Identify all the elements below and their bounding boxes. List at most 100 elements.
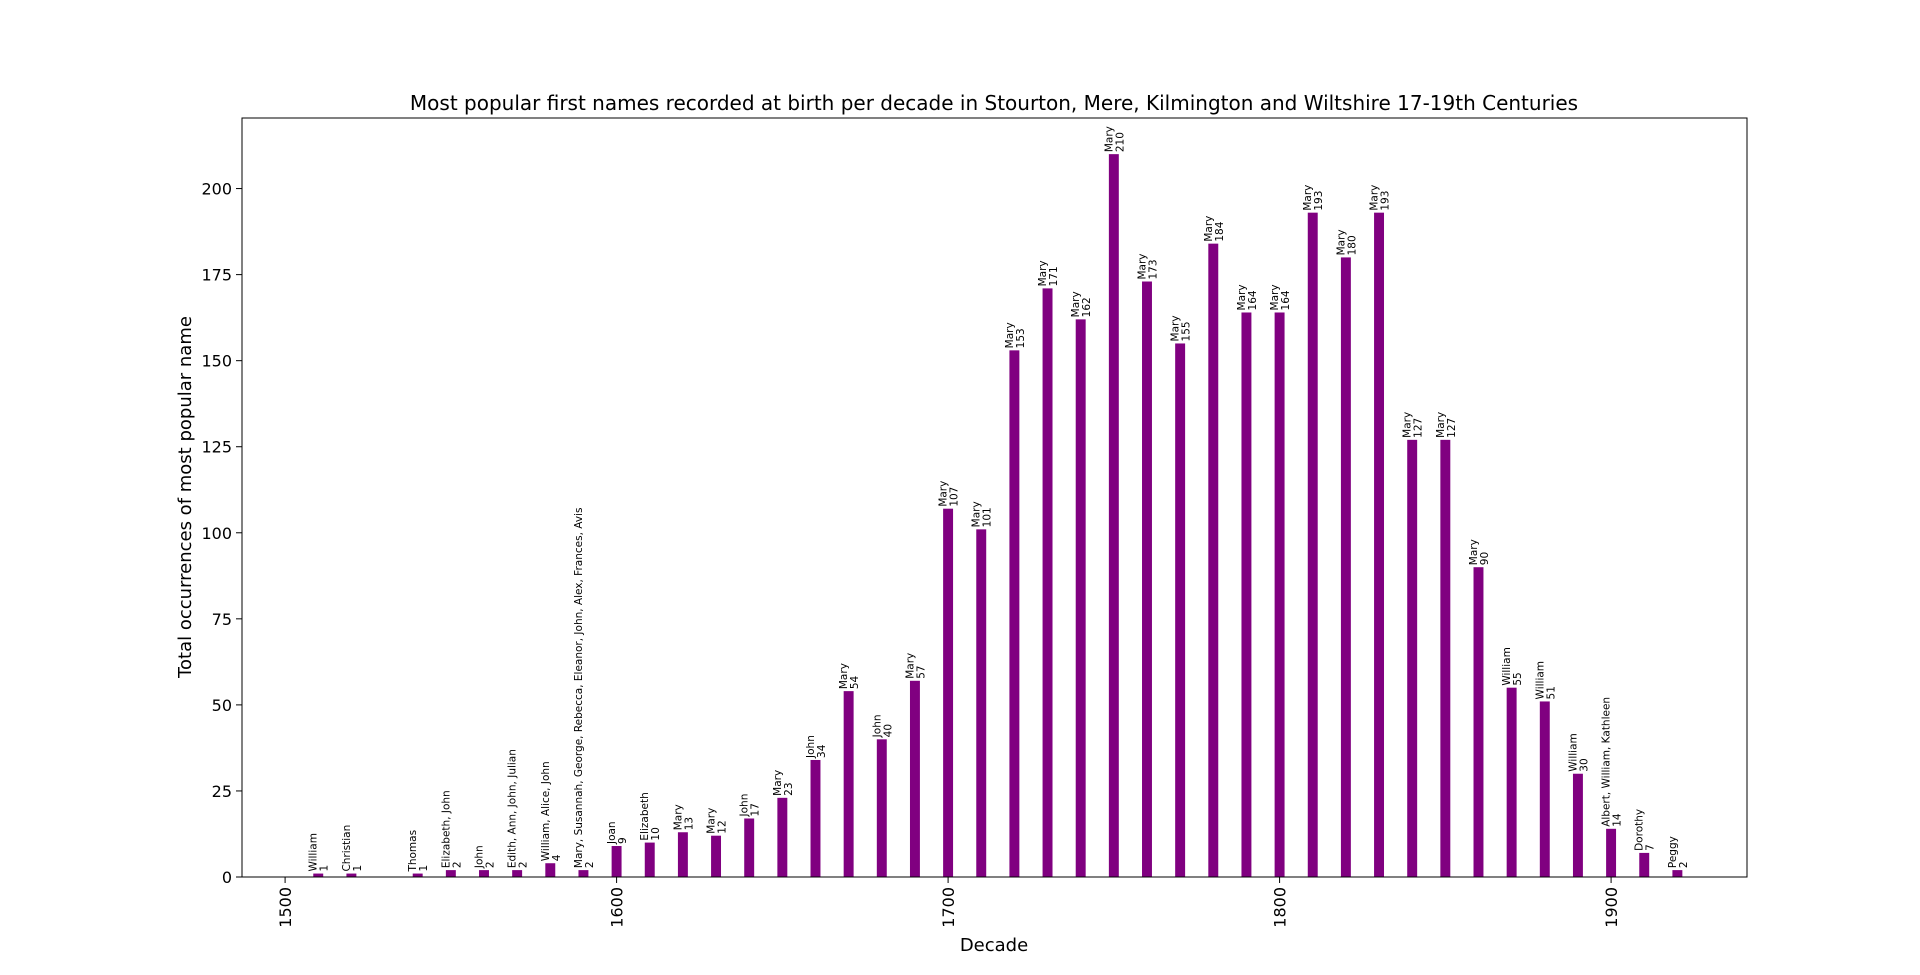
data-label-1610: Elizabeth10 xyxy=(639,792,662,840)
data-label-name: Mary xyxy=(1435,412,1447,438)
data-label-1870: William55 xyxy=(1501,647,1524,685)
bar-1740 xyxy=(1075,319,1086,878)
bar-1560 xyxy=(479,870,489,877)
bar-1900 xyxy=(1606,828,1617,877)
bar-1510 xyxy=(313,873,324,877)
data-label-count: 193 xyxy=(1313,191,1325,211)
data-label-count: 23 xyxy=(783,782,795,795)
data-label-1620: Mary13 xyxy=(672,804,695,830)
data-label-name: Mary, Susannah, George, Rebecca, Eleanor… xyxy=(573,508,585,869)
data-label-name: Mary xyxy=(1369,185,1381,211)
bar-1830 xyxy=(1374,212,1385,878)
data-label-name: John xyxy=(871,714,883,738)
data-label-count: 54 xyxy=(849,675,861,689)
plot-frame xyxy=(241,117,1748,878)
data-label-count: 2 xyxy=(518,861,530,868)
data-label-count: 184 xyxy=(1214,221,1226,241)
data-label-1540: Thomas1 xyxy=(407,830,430,873)
bar-1710 xyxy=(976,529,987,877)
data-label-count: 210 xyxy=(1114,132,1126,152)
data-label-name: Mary xyxy=(1136,253,1148,279)
data-label-count: 4 xyxy=(551,854,563,861)
bar-1590 xyxy=(578,870,589,877)
y-tick-label-150: 150 xyxy=(201,352,232,371)
data-label-count: 30 xyxy=(1578,758,1590,771)
data-label-name: Christian xyxy=(341,825,353,872)
data-label-count: 2 xyxy=(484,861,496,868)
bar-1670 xyxy=(843,691,854,877)
data-label-1690: Mary57 xyxy=(904,653,927,679)
data-label-name: Mary xyxy=(838,663,850,689)
bar-1540 xyxy=(412,873,423,877)
y-tick-label-75: 75 xyxy=(212,610,232,629)
data-label-1910: Dorothy7 xyxy=(1634,809,1657,851)
bar-1620 xyxy=(677,832,688,877)
data-label-count: 155 xyxy=(1181,321,1193,341)
y-axis-label: Total occurrences of most popular name xyxy=(175,316,196,679)
bar-1790 xyxy=(1241,312,1252,877)
data-label-count: 162 xyxy=(1081,297,1093,317)
data-label-1880: William51 xyxy=(1534,661,1557,699)
data-label-count: 1 xyxy=(418,865,430,872)
data-label-count: 13 xyxy=(683,817,695,830)
bar-1600 xyxy=(611,846,622,877)
bar-1720 xyxy=(1009,350,1020,877)
data-label-1700: Mary107 xyxy=(938,481,961,507)
data-label-1570: Edith, Ann, John, Julian2 xyxy=(507,749,530,868)
bar-1850 xyxy=(1440,439,1451,877)
data-label-name: Mary xyxy=(1402,412,1414,438)
bar-1610 xyxy=(644,842,655,877)
data-label-name: Mary xyxy=(1037,260,1049,286)
x-axis-label: Decade xyxy=(960,935,1028,956)
data-label-1850: Mary127 xyxy=(1435,412,1458,438)
data-label-count: 7 xyxy=(1645,844,1657,851)
data-label-1770: Mary155 xyxy=(1170,315,1193,341)
data-label-name: John xyxy=(805,735,817,759)
data-label-1890: William30 xyxy=(1567,733,1590,771)
data-label-count: 12 xyxy=(717,820,729,833)
data-label-1860: Mary90 xyxy=(1468,539,1491,565)
data-label-name: Mary xyxy=(1269,284,1281,310)
data-label-name: Elizabeth xyxy=(639,792,651,840)
data-label-1760: Mary173 xyxy=(1136,253,1159,279)
data-label-1800: Mary164 xyxy=(1269,284,1292,310)
data-label-count: 2 xyxy=(1678,861,1690,868)
data-label-1510: William1 xyxy=(308,833,331,871)
data-label-1830: Mary193 xyxy=(1369,185,1392,211)
data-label-count: 1 xyxy=(352,865,364,872)
data-label-count: 17 xyxy=(750,803,762,816)
bar-1700 xyxy=(943,508,954,877)
data-label-1670: Mary54 xyxy=(838,663,861,689)
bar-1910 xyxy=(1639,852,1650,877)
bar-1730 xyxy=(1042,288,1053,877)
data-label-1810: Mary193 xyxy=(1302,185,1325,211)
data-label-count: 9 xyxy=(617,837,629,844)
x-tick-label-1500: 1500 xyxy=(276,887,295,928)
data-label-1660: John34 xyxy=(805,735,828,759)
data-label-1710: Mary101 xyxy=(971,501,994,527)
data-label-name: William xyxy=(308,833,320,871)
data-label-name: Mary xyxy=(904,653,916,679)
data-label-name: Mary xyxy=(672,804,684,830)
data-label-count: 101 xyxy=(982,507,994,527)
data-label-1560: John2 xyxy=(473,845,496,869)
x-tick-label-1700: 1700 xyxy=(939,887,958,928)
data-label-name: Mary xyxy=(772,770,784,796)
data-label-1580: William, Alice, John4 xyxy=(540,761,563,861)
data-label-count: 51 xyxy=(1545,686,1557,699)
data-label-name: Mary xyxy=(1103,126,1115,152)
bar-1640 xyxy=(744,818,755,877)
data-label-name: Mary xyxy=(1236,284,1248,310)
bar-1750 xyxy=(1108,154,1119,878)
data-label-1550: Elizabeth, John2 xyxy=(440,790,463,868)
y-tick-label-175: 175 xyxy=(201,266,232,285)
x-axis: 1500 1600 1700 1800 1900 xyxy=(276,877,1621,928)
data-label-1520: Christian1 xyxy=(341,825,364,872)
data-label-name: Thomas xyxy=(407,830,419,873)
bar-1870 xyxy=(1506,687,1517,877)
y-tick-label-200: 200 xyxy=(201,180,232,199)
bar-1660 xyxy=(810,759,821,877)
bar-1550 xyxy=(445,870,456,877)
data-label-count: 57 xyxy=(915,665,927,678)
